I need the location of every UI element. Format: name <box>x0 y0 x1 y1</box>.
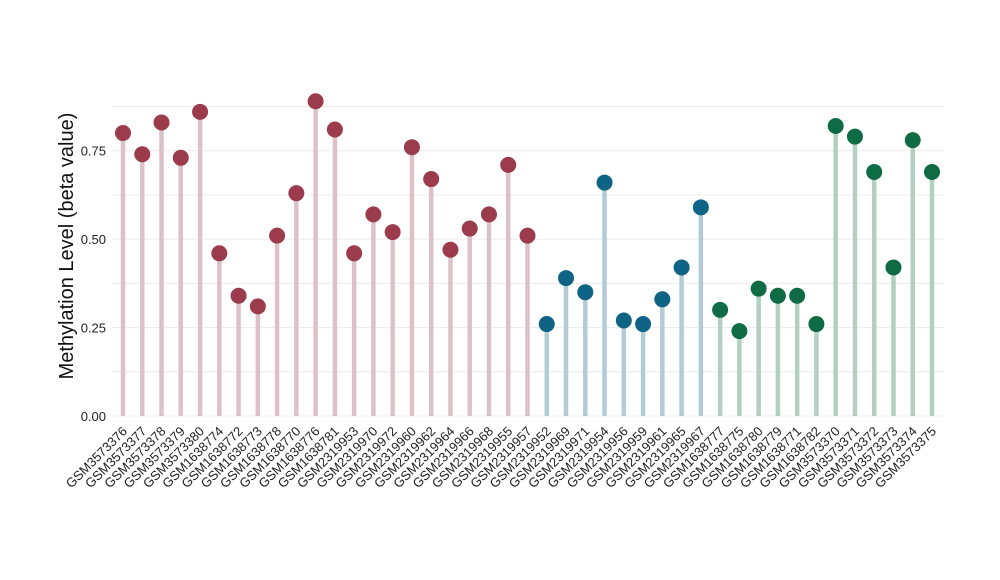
lollipop-dot <box>230 287 247 304</box>
lollipop-dot <box>326 121 343 138</box>
lollipop-dot <box>153 114 170 131</box>
lollipop-dot <box>808 316 825 333</box>
lollipop-dot <box>692 199 709 216</box>
lollipop-dot <box>249 298 266 315</box>
lollipop-dot <box>731 323 748 340</box>
lollipop-dot <box>885 259 902 276</box>
lollipop-dot <box>115 125 131 142</box>
lollipop-dot <box>846 128 863 145</box>
lollipop-dot <box>558 270 575 287</box>
lollipop-dot <box>827 117 844 134</box>
lollipop-dot <box>596 174 613 191</box>
lollipop-dot <box>712 301 729 318</box>
lollipop-dot <box>769 287 786 304</box>
lollipop-dot <box>654 291 671 308</box>
lollipop-dot <box>423 171 440 188</box>
lollipop-dot <box>635 316 652 333</box>
lollipop-dot <box>924 163 940 180</box>
y-tick-label: 0.50 <box>81 232 106 247</box>
y-axis-ticks: 0.00 0.25 0.50 0.75 <box>81 144 106 424</box>
lollipop-dot <box>192 103 209 120</box>
lollipop-dot <box>403 139 420 156</box>
stem-layer <box>120 101 935 416</box>
lollipop-dot <box>346 245 363 262</box>
lollipop-dot <box>172 149 189 166</box>
lollipop-dot <box>500 156 517 173</box>
lollipop-dot <box>442 241 459 258</box>
y-tick-label: 0.75 <box>81 144 106 159</box>
lollipop-dot <box>288 185 305 202</box>
lollipop-dot <box>365 206 382 223</box>
lollipop-dot <box>577 284 594 301</box>
lollipop-dot <box>307 93 324 110</box>
lollipop-dot <box>538 316 555 333</box>
lollipop-dot <box>750 280 767 297</box>
y-tick-label: 0.25 <box>81 321 106 336</box>
dot-layer <box>115 93 940 340</box>
x-axis-ticks: GSM3573376GSM3573377GSM3573378GSM3573379… <box>63 424 939 491</box>
lollipop-dot <box>384 224 401 241</box>
lollipop-dot <box>866 163 883 180</box>
lollipop-dot <box>519 227 536 244</box>
y-axis-title: Methylation Level (beta value) <box>56 113 78 380</box>
lollipop-dot <box>789 287 806 304</box>
lollipop-dot <box>461 220 478 237</box>
y-tick-label: 0.00 <box>81 409 106 424</box>
lollipop-dot <box>904 132 921 149</box>
lollipop-dot <box>480 206 497 223</box>
lollipop-dot <box>269 227 286 244</box>
lollipop-dot <box>134 146 151 163</box>
lollipop-dot <box>211 245 228 262</box>
lollipop-dot <box>615 312 632 329</box>
lollipop-dot <box>673 259 690 276</box>
